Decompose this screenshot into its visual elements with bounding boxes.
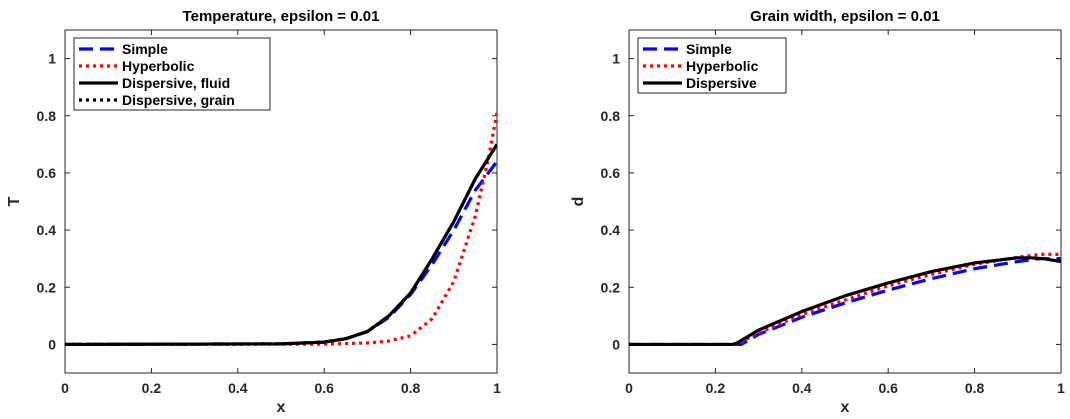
- x-tick-label: 0: [61, 380, 69, 396]
- series-line-3: [65, 143, 497, 347]
- y-tick-label: 1: [48, 51, 56, 67]
- legend-label-3: Dispersive: [686, 75, 757, 91]
- y-tick-label: 0: [612, 336, 620, 352]
- series-line-1: [65, 160, 497, 347]
- y-tick-label: 0.4: [601, 222, 621, 238]
- y-tick-label: 0.6: [37, 165, 57, 181]
- x-tick-label: 0.2: [706, 380, 726, 396]
- series-line-4: [65, 143, 497, 347]
- x-tick-label: 0.4: [792, 380, 812, 396]
- series-group: [629, 252, 1061, 347]
- x-tick-label: 0.6: [314, 380, 334, 396]
- x-tick-label: 0.2: [142, 380, 162, 396]
- x-axis-label: x: [841, 399, 850, 416]
- y-tick-label: 0.2: [601, 279, 621, 295]
- legend-label-1: Simple: [686, 41, 732, 57]
- series-line-3: [629, 256, 1061, 347]
- series-line-2: [629, 252, 1061, 347]
- legend-label-1: Simple: [122, 41, 168, 57]
- y-tick-label: 0.8: [601, 108, 621, 124]
- series-group: [65, 112, 497, 347]
- y-tick-label: 0.6: [601, 165, 621, 181]
- y-tick-label: 0.8: [37, 108, 57, 124]
- y-tick-label: 0: [48, 336, 56, 352]
- x-axis-label: x: [277, 399, 286, 416]
- x-tick-label: 0.8: [965, 380, 985, 396]
- y-tick-label: 0.2: [37, 279, 57, 295]
- x-tick-label: 1: [1057, 380, 1065, 396]
- x-tick-label: 1: [493, 380, 501, 396]
- chart-title: Temperature, epsilon = 0.01: [183, 8, 380, 25]
- x-tick-label: 0.6: [878, 380, 898, 396]
- chart-panel-1: 0 0.2 0.4 0.6 0.8 1 0 0.2 0.4 0.6 0.8 1 Temperature,…: [6, 8, 501, 416]
- y-tick-label: 1: [612, 51, 620, 67]
- plot-frame: [64, 29, 498, 374]
- series-line-2: [65, 112, 497, 347]
- series-line-1: [629, 257, 1061, 347]
- x-tick-label: 0.8: [401, 380, 421, 396]
- legend-label-2: Hyperbolic: [122, 58, 195, 74]
- legend-label-4: Dispersive, grain: [122, 92, 235, 108]
- x-tick-label: 0.4: [228, 380, 248, 396]
- y-axis-label: d: [570, 197, 587, 207]
- chart-title: Grain width, epsilon = 0.01: [750, 8, 940, 25]
- legend-label-3: Dispersive, fluid: [122, 75, 230, 91]
- y-axis-label: T: [6, 196, 23, 206]
- chart-panel-2: 0 0.2 0.4 0.6 0.8 1 0 0.2 0.4 0.6 0.8 1 Grain width,…: [570, 8, 1065, 416]
- plot-frame: [628, 29, 1062, 374]
- y-tick-label: 0.4: [37, 222, 57, 238]
- x-tick-label: 0: [625, 380, 633, 396]
- legend-label-2: Hyperbolic: [686, 58, 759, 74]
